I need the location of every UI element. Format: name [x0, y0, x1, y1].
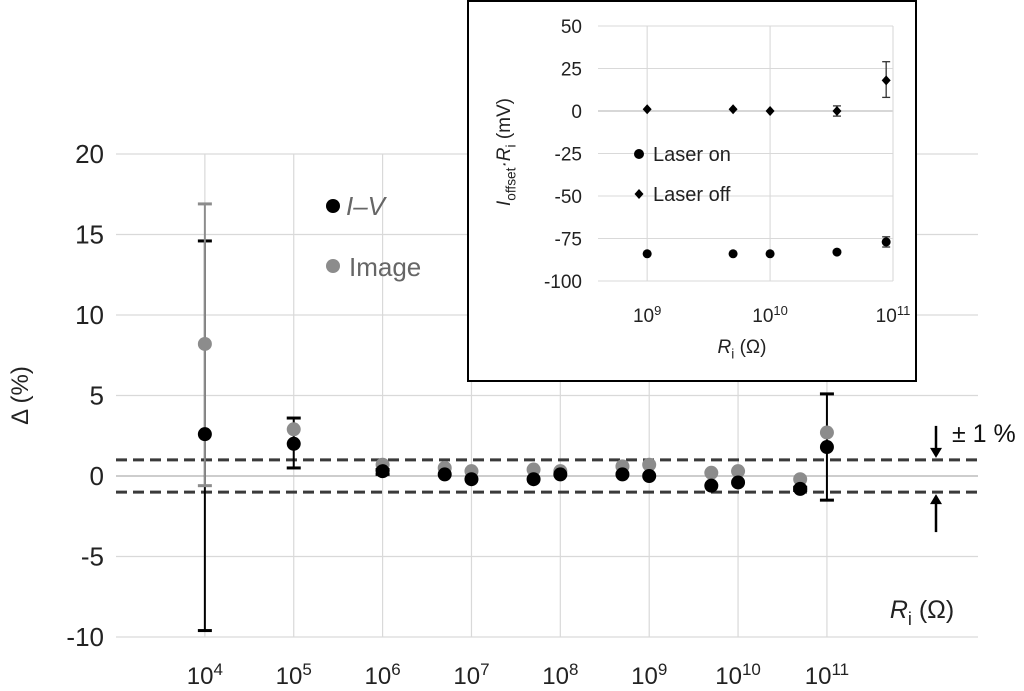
inset-y-tick-label: -50: [555, 187, 582, 208]
band-arrow-up-head: [930, 494, 942, 505]
data-point-iv: [375, 464, 390, 479]
inset-point-laser-on: [832, 247, 842, 257]
inset-point-laser-on: [765, 249, 775, 259]
y-tick-label: 5: [90, 381, 104, 411]
y-tick-label: -10: [66, 622, 104, 652]
x-tick-label: 108: [542, 660, 578, 690]
x-tick-label: 109: [631, 660, 667, 690]
inset-y-tick-label: -100: [544, 272, 582, 293]
data-point-image: [197, 336, 212, 351]
x-tick-label: 1011: [805, 660, 849, 690]
x-tick-label: 107: [453, 660, 489, 690]
inset-legend-marker-laser-on: [634, 149, 644, 159]
data-point-iv: [553, 467, 568, 482]
legend-label-image: Image: [349, 252, 421, 282]
data-point-image: [526, 462, 541, 477]
data-point-image: [731, 464, 746, 479]
data-point-iv: [793, 481, 808, 496]
legend-marker-iv: [326, 199, 340, 213]
data-point-image: [642, 457, 657, 472]
inset-y-axis-label: Ioffset​·Ri​ (mV): [494, 98, 518, 206]
inset-point-laser-off: [642, 104, 652, 115]
y-tick-label: -5: [81, 542, 104, 572]
inset-chart: -100 -75 -50 -25 0 25 50 109 1010 1011 Laser on Las…: [467, 0, 917, 382]
main-data-points: [197, 336, 834, 496]
inset-point-laser-on: [881, 237, 891, 247]
inset-x-tick-label: 1010: [752, 303, 788, 327]
x-tick-label: 106: [365, 660, 401, 690]
data-point-image: [793, 472, 808, 487]
data-point-iv: [615, 467, 630, 482]
x-tick-label: 105: [276, 660, 312, 690]
inset-x-tick-label: 109: [633, 303, 661, 327]
data-point-iv: [197, 427, 212, 442]
data-point-iv: [642, 469, 657, 483]
data-point-iv: [819, 440, 834, 455]
data-point-iv: [731, 475, 746, 490]
data-point-iv: [464, 472, 479, 487]
y-tick-label: 20: [75, 139, 104, 169]
y-tick-label: 15: [75, 220, 104, 250]
x-tick-label: 104: [187, 660, 223, 690]
data-point-image: [819, 425, 834, 440]
data-point-iv: [286, 436, 301, 451]
inset-point-laser-off: [832, 106, 842, 116]
legend-marker-image: [326, 259, 340, 273]
inset-y-tick-label: -25: [555, 145, 582, 166]
inset-legend-label-laser-on: Laser on: [653, 144, 731, 166]
inset-y-tick-label: 0: [571, 102, 582, 123]
legend-label-iv: I–V: [346, 191, 388, 221]
y-tick-label: 10: [75, 300, 104, 330]
data-point-iv: [704, 478, 719, 493]
inset-point-laser-on: [642, 249, 652, 259]
inset-y-tick-label: 50: [561, 17, 582, 38]
tolerance-band: ± 1 %: [116, 420, 1016, 533]
data-point-image: [286, 422, 301, 437]
inset-y-tick-label: -75: [555, 230, 582, 251]
inset-frame: [467, 0, 917, 382]
inset-x-tick-label: 1011: [876, 303, 911, 327]
inset-y-tick-label: 25: [561, 60, 582, 81]
x-tick-label: 1010: [715, 660, 761, 690]
inset-point-laser-off: [728, 104, 738, 115]
inset-x-axis-label: Ri​ (Ω): [718, 337, 767, 361]
inset-point-laser-off: [881, 75, 891, 86]
inset-legend-label-laser-off: Laser off: [653, 184, 731, 206]
y-axis-label: Δ (%): [7, 366, 34, 425]
inset-point-laser-off: [765, 106, 775, 116]
data-point-iv: [526, 472, 541, 487]
main-legend: I–V Image: [326, 191, 421, 282]
band-label: ± 1 %: [952, 420, 1016, 448]
data-point-iv: [437, 467, 452, 482]
inset-point-laser-on: [728, 249, 738, 259]
x-axis-label: Ri​ (Ω): [890, 596, 954, 629]
main-axis-labels: Δ (%) Ri​ (Ω): [7, 366, 954, 629]
y-tick-label: 0: [90, 461, 104, 491]
inset-legend-marker-laser-off: [634, 189, 644, 199]
band-arrow-down-head: [930, 447, 942, 458]
data-point-image: [704, 465, 719, 480]
